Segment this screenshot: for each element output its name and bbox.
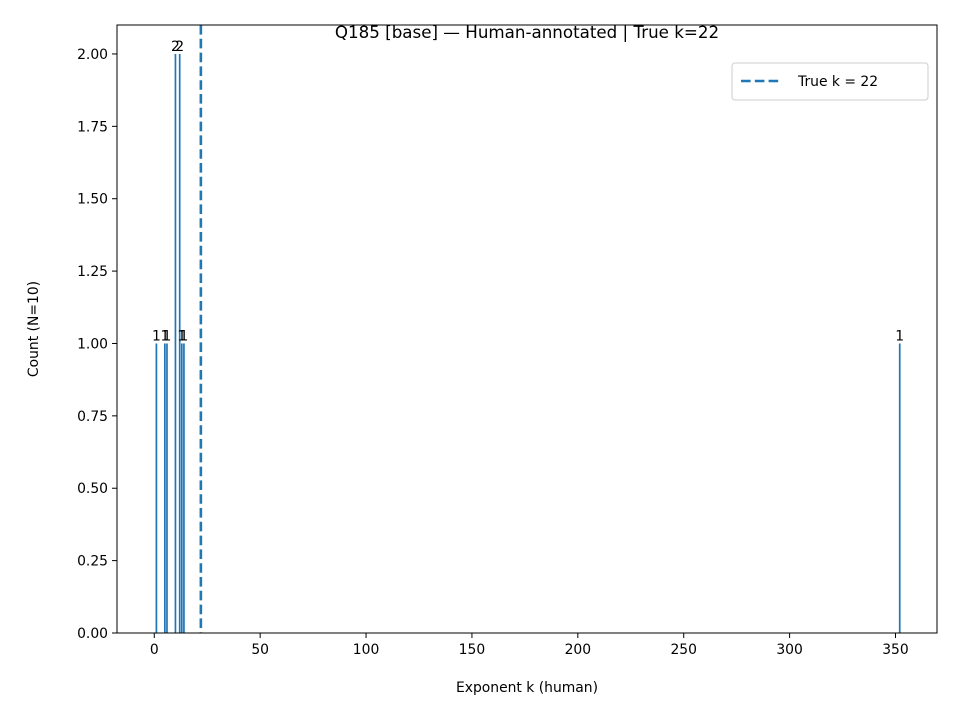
plot-frame xyxy=(116,24,938,634)
bar xyxy=(164,343,166,633)
bar-value-label: 1 xyxy=(179,328,188,344)
bar xyxy=(178,53,181,633)
legend: True k = 22 xyxy=(731,62,929,101)
x-tick-label: 100 xyxy=(353,642,380,658)
y-tick-label: 0.00 xyxy=(77,626,108,642)
bar-value-label: 1 xyxy=(160,328,169,344)
x-tick-label: 250 xyxy=(670,642,697,658)
bar xyxy=(183,343,185,633)
legend-box xyxy=(731,62,929,101)
bar xyxy=(180,343,183,633)
x-tick-label: 0 xyxy=(150,642,159,658)
x-tick-label: 50 xyxy=(251,642,269,658)
x-axis: 0 50 100 150 200 250 300 350 xyxy=(150,633,909,658)
y-axis: 0.00 0.25 0.50 0.75 1.00 1.25 1.50 1.75 2.00 xyxy=(77,47,117,642)
y-tick-label: 0.75 xyxy=(77,409,108,425)
bar-value-label: 2 xyxy=(171,39,180,55)
bar xyxy=(166,343,168,633)
y-tick-label: 1.00 xyxy=(77,336,108,352)
bar-value-label: 2 xyxy=(175,39,184,55)
bar-value-label: 1 xyxy=(177,328,186,344)
y-tick-label: 2.00 xyxy=(77,47,108,63)
y-tick-label: 0.25 xyxy=(77,554,108,570)
x-tick-label: 300 xyxy=(776,642,803,658)
y-tick-label: 1.75 xyxy=(77,119,108,135)
y-tick-label: 1.25 xyxy=(77,264,108,280)
bar-value-label: 1 xyxy=(895,328,904,344)
y-axis-label: Count (N=10) xyxy=(26,281,42,377)
legend-entry-label: True k = 22 xyxy=(797,74,878,90)
bars-layer xyxy=(155,53,901,633)
chart-title: Q185 [base] — Human-annotated | True k=2… xyxy=(335,22,719,42)
bar-value-label: 1 xyxy=(163,328,172,344)
bar xyxy=(898,343,901,633)
x-tick-label: 150 xyxy=(459,642,486,658)
bar-value-label: 1 xyxy=(152,328,161,344)
bar xyxy=(174,53,177,633)
x-axis-label: Exponent k (human) xyxy=(456,680,598,696)
y-tick-label: 1.50 xyxy=(77,192,108,208)
y-tick-label: 0.50 xyxy=(77,481,108,497)
bar xyxy=(155,343,158,633)
x-tick-label: 350 xyxy=(882,642,909,658)
x-tick-label: 200 xyxy=(565,642,592,658)
